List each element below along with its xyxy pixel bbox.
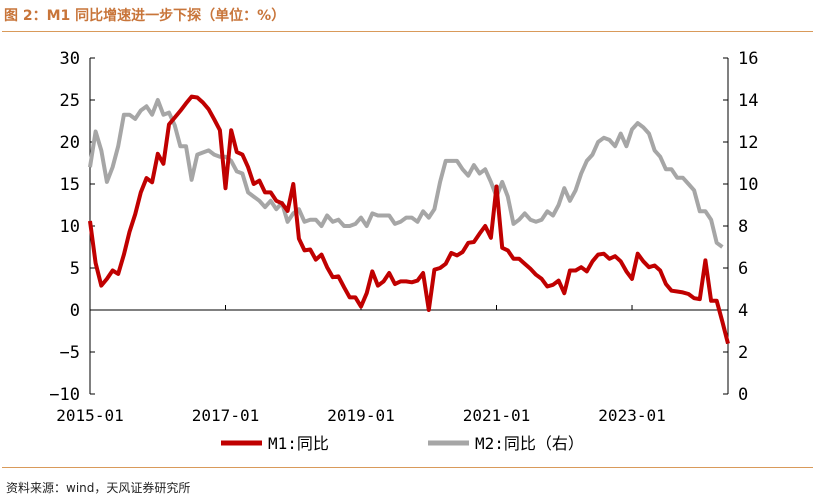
legend-label-m2: M2:同比（右） bbox=[475, 434, 584, 453]
left-tick-label: −5 bbox=[60, 343, 80, 363]
right-tick-label: 2 bbox=[738, 343, 748, 363]
source-note: 资料来源：wind，天风证券研究所 bbox=[6, 481, 191, 495]
legend-label-m1: M1:同比 bbox=[268, 434, 329, 453]
right-tick-label: 8 bbox=[738, 217, 748, 237]
left-tick-label: 20 bbox=[60, 133, 80, 153]
right-tick-label: 4 bbox=[738, 301, 748, 321]
chart-title: 图 2：M1 同比增速进一步下探（单位：%） bbox=[4, 8, 286, 24]
right-tick-label: 10 bbox=[738, 175, 758, 195]
series-layer bbox=[88, 94, 730, 345]
x-tick-label: 2023-01 bbox=[598, 406, 665, 425]
x-tick-label: 2019-01 bbox=[327, 406, 394, 425]
left-tick-label: 15 bbox=[60, 175, 80, 195]
left-tick-label: −10 bbox=[49, 385, 80, 405]
left-tick-label: 0 bbox=[70, 301, 80, 321]
right-tick-label: 16 bbox=[738, 49, 758, 69]
left-tick-label: 10 bbox=[60, 217, 80, 237]
series-line-m2 bbox=[88, 98, 724, 249]
left-tick-label: 25 bbox=[60, 91, 80, 111]
right-axis: 16 14 12 10 8 6 4 2 0 bbox=[723, 49, 758, 405]
x-tick-label: 2017-01 bbox=[192, 406, 259, 425]
right-tick-label: 14 bbox=[738, 91, 758, 111]
right-tick-label: 12 bbox=[738, 133, 758, 153]
left-axis: 30 25 20 15 10 5 0 −5 −10 bbox=[49, 49, 95, 405]
top-rule bbox=[2, 31, 813, 32]
x-tick-label: 2021-01 bbox=[463, 406, 530, 425]
right-tick-label: 6 bbox=[738, 259, 748, 279]
left-tick-label: 30 bbox=[60, 49, 80, 69]
bottom-rule bbox=[2, 467, 813, 468]
left-tick-label: 5 bbox=[70, 259, 80, 279]
series-line-m1 bbox=[88, 94, 730, 345]
right-tick-label: 0 bbox=[738, 385, 748, 405]
legend: M1:同比 M2:同比（右） bbox=[221, 434, 584, 453]
x-tick-label: 2015-01 bbox=[56, 406, 123, 425]
x-axis: 2015-01 2017-01 2019-01 2021-01 2023-01 bbox=[56, 305, 728, 425]
